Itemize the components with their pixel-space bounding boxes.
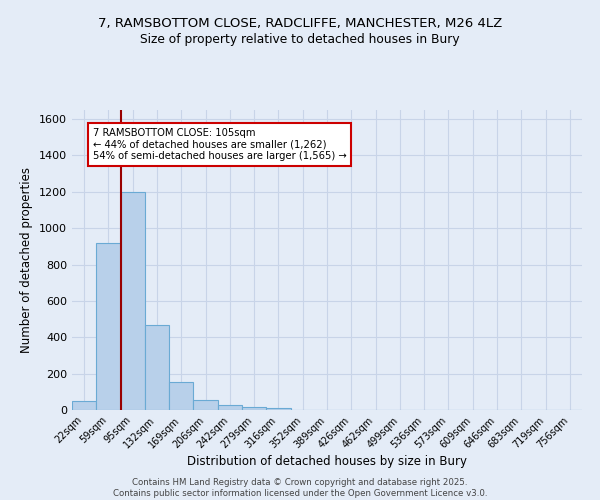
Text: Size of property relative to detached houses in Bury: Size of property relative to detached ho… <box>140 32 460 46</box>
Text: 7, RAMSBOTTOM CLOSE, RADCLIFFE, MANCHESTER, M26 4LZ: 7, RAMSBOTTOM CLOSE, RADCLIFFE, MANCHEST… <box>98 18 502 30</box>
Text: Contains HM Land Registry data © Crown copyright and database right 2025.
Contai: Contains HM Land Registry data © Crown c… <box>113 478 487 498</box>
X-axis label: Distribution of detached houses by size in Bury: Distribution of detached houses by size … <box>187 456 467 468</box>
Bar <box>193 400 218 410</box>
Bar <box>266 408 290 410</box>
Text: 7 RAMSBOTTOM CLOSE: 105sqm
← 44% of detached houses are smaller (1,262)
54% of s: 7 RAMSBOTTOM CLOSE: 105sqm ← 44% of deta… <box>92 128 346 162</box>
Bar <box>169 382 193 410</box>
Bar <box>218 404 242 410</box>
Bar <box>242 408 266 410</box>
Y-axis label: Number of detached properties: Number of detached properties <box>20 167 34 353</box>
Bar <box>145 324 169 410</box>
Bar <box>121 192 145 410</box>
Bar <box>72 401 96 410</box>
Bar <box>96 242 121 410</box>
